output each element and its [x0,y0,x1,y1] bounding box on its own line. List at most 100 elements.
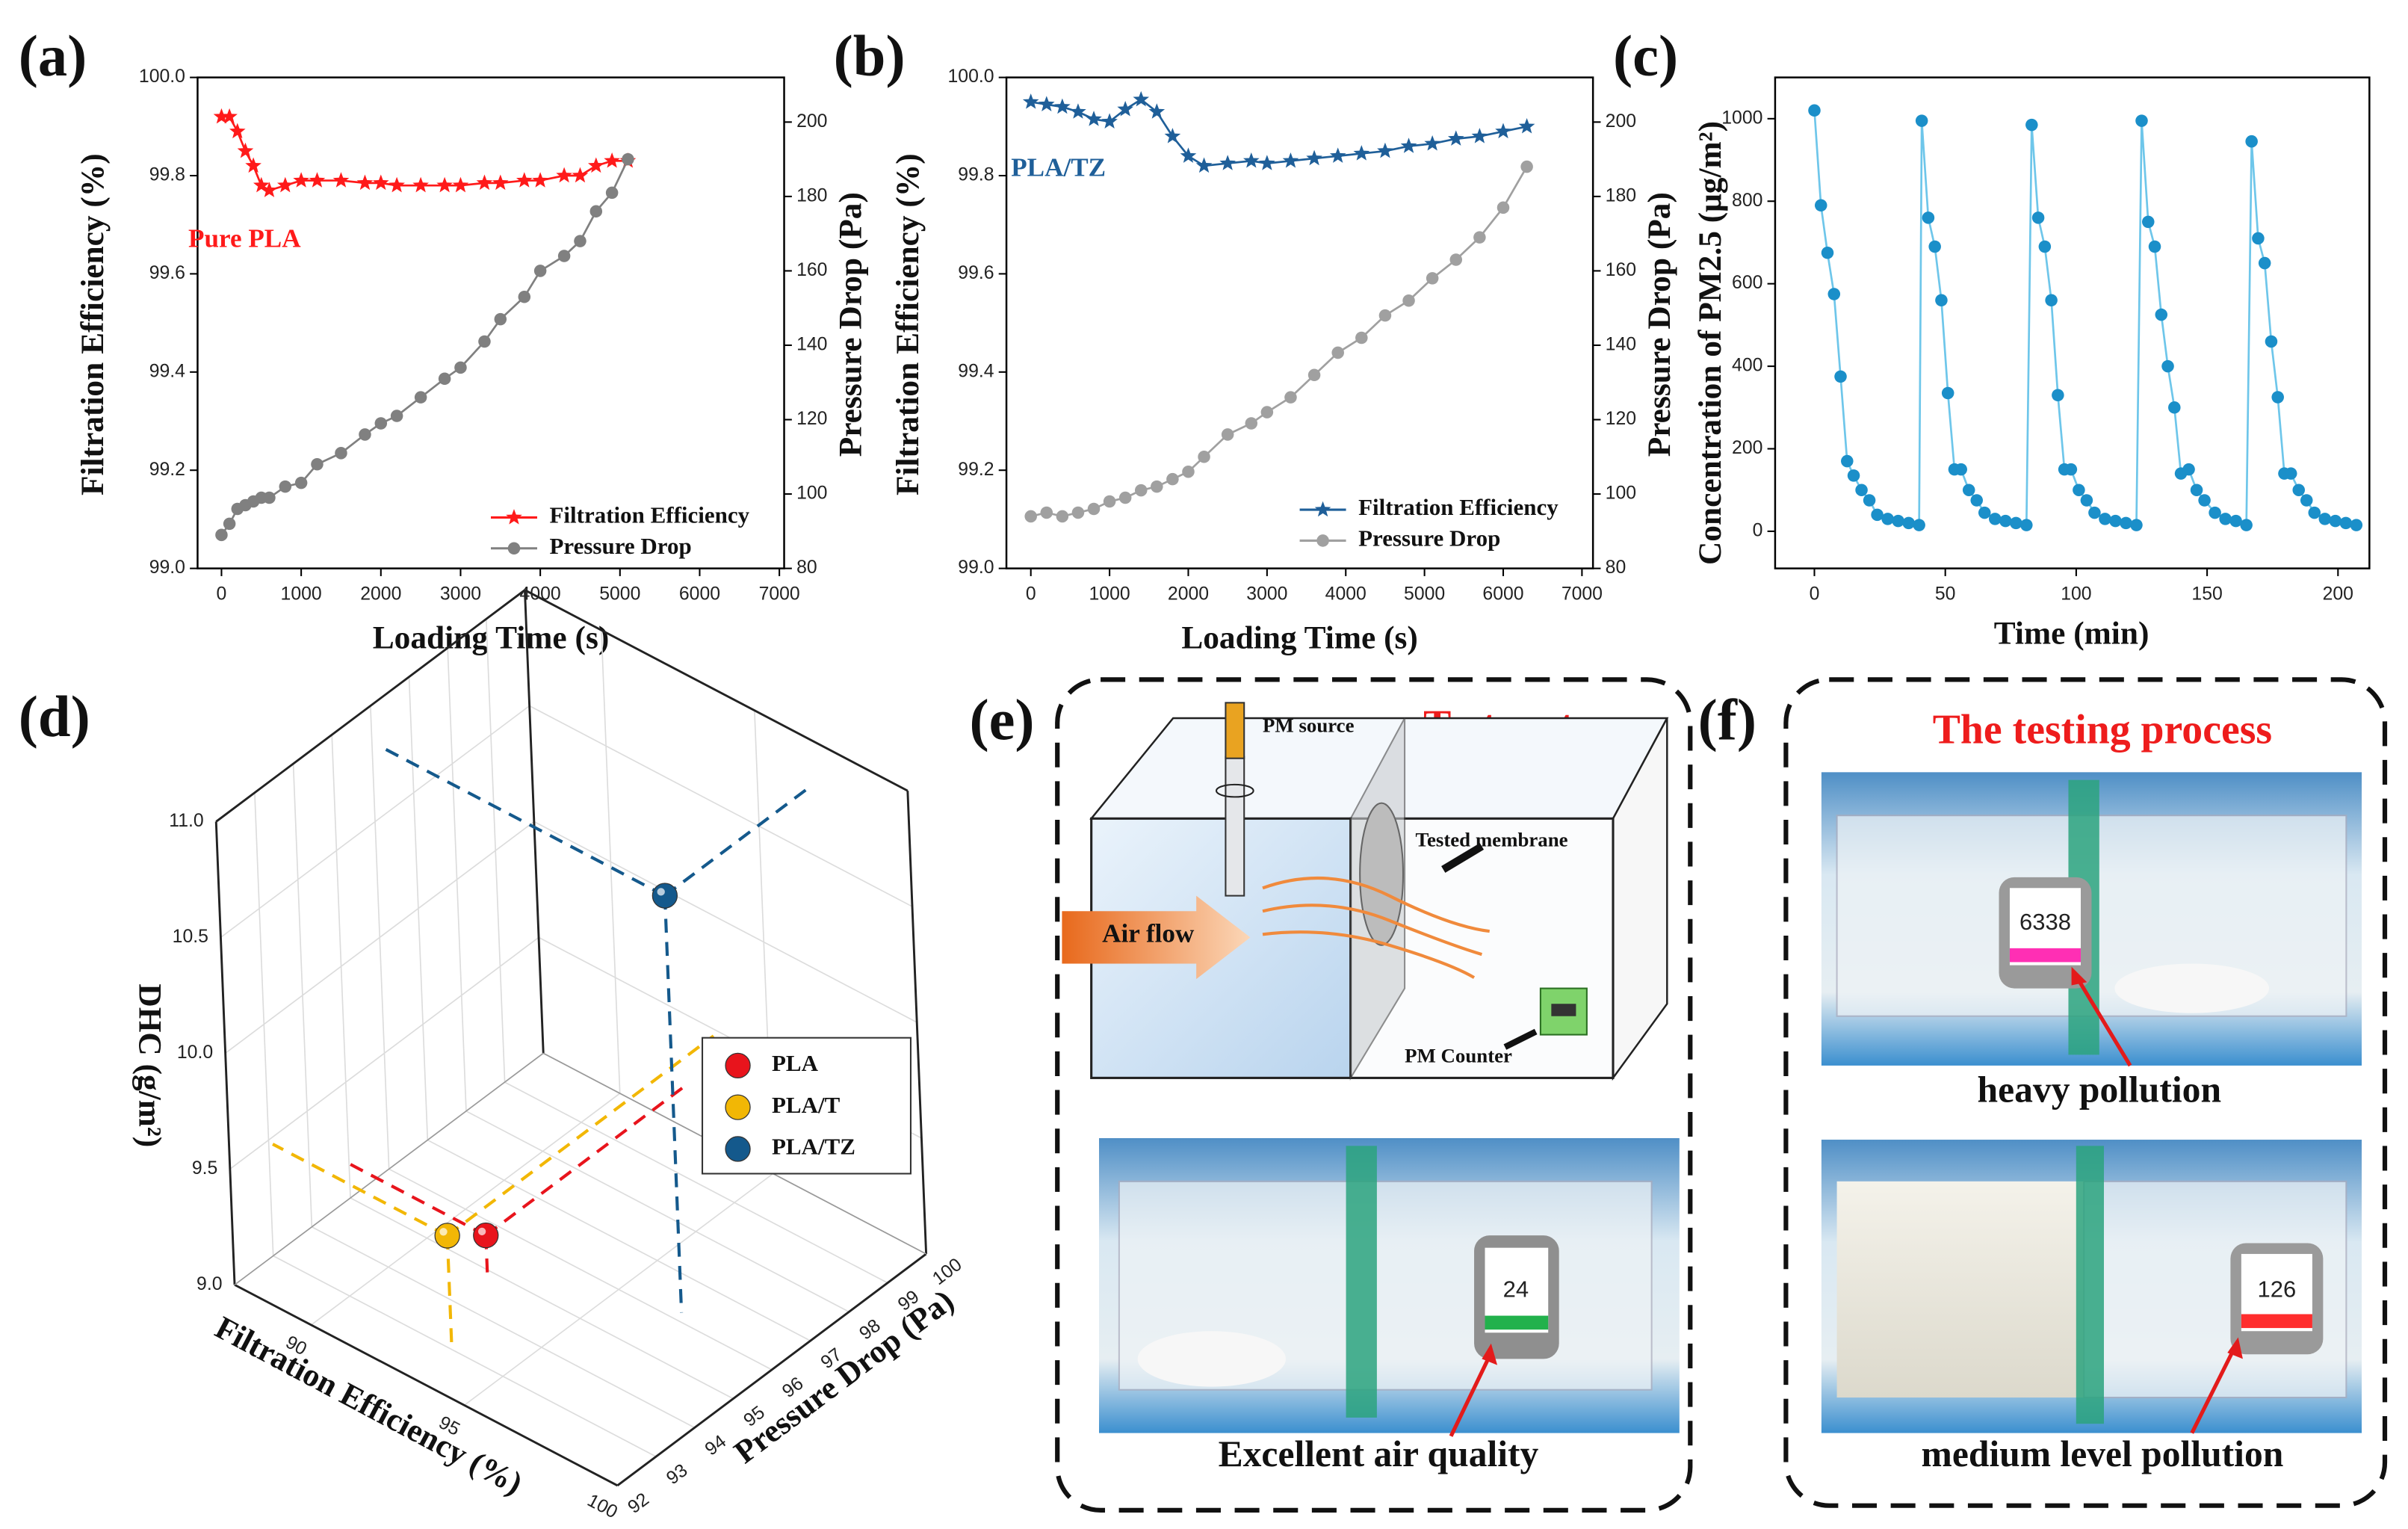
point [556,167,572,183]
point [372,174,389,191]
point [1180,147,1197,163]
y-tick-label: 93 [663,1460,691,1489]
y-tick-label: 100 [929,1255,965,1289]
point [1087,502,1101,516]
point [2010,516,2022,530]
x-tick-label: 0 [1026,584,1036,604]
point [309,172,326,188]
photo-status [2241,1314,2312,1329]
y-tick-label: 1000 [1721,108,1762,128]
box-edge [234,1283,619,1487]
photo-display: 126 [2258,1276,2297,1303]
y-tick-label: 100.0 [948,67,994,87]
x-tick-label: 3000 [1246,584,1287,604]
point [1424,135,1440,151]
panel-label: (d) [19,684,90,749]
z-axis-title: DHC (g/m²) [131,983,167,1147]
point [1989,513,2002,525]
point [1941,386,1954,400]
pm-source-label: PM source [1263,714,1355,737]
y2-tick-label: 100 [1606,484,1636,504]
x-tick-label: 7000 [1562,584,1603,604]
point [2025,118,2038,132]
point [2284,467,2297,480]
point [557,250,571,262]
point [533,265,547,277]
point [1151,480,1163,493]
panel-label: (a) [19,23,87,88]
x-tick-label: 150 [2191,584,2222,604]
point [1307,368,1321,382]
legend-marker [725,1094,751,1120]
plot-frame [1774,76,2371,569]
projection-line [445,1235,454,1345]
point [1103,495,1116,508]
panel-label: (e) [969,687,1034,752]
point [1056,510,1069,523]
x-tick-label: 6000 [1482,584,1523,604]
point [476,174,493,191]
point [516,172,533,188]
pm-counter-screen [1551,1004,1576,1016]
point [1892,514,1904,528]
point [1847,469,1860,482]
point [2245,135,2258,148]
series-line [220,158,629,536]
grid-line [311,1226,696,1429]
point [2240,519,2253,531]
point [1471,128,1488,143]
point [276,176,294,193]
point [2258,256,2271,270]
panel-label: (c) [1613,23,1678,88]
point [2219,513,2232,525]
point [438,372,451,386]
x-tick-label: 100 [2061,584,2091,604]
point [1378,309,1392,322]
point [356,174,374,191]
point [1134,484,1148,497]
photo-status [2009,948,2082,963]
point [414,391,427,404]
point [1922,211,1935,224]
tube-ring [1215,783,1254,798]
point [587,157,604,173]
point [1022,93,1039,109]
panel-frame [1055,677,1693,1513]
photo-display: 24 [1503,1276,1529,1303]
point [1449,253,1463,266]
grid-line [389,1168,773,1371]
point [332,172,350,188]
panel-label: (b) [834,23,906,88]
point [1518,117,1535,134]
point [2038,240,2052,253]
pointer [2074,974,2132,1067]
box-edge [524,589,909,792]
point [1221,428,1234,441]
projection-line [485,1086,684,1237]
point [2130,519,2143,531]
point [1821,246,1834,259]
point [1024,510,1037,523]
point [213,108,230,124]
pointer [2190,1345,2237,1434]
x-axis-title: Loading Time (s) [373,620,610,656]
point [1999,514,2012,528]
point [1282,152,1299,168]
y-tick-label: 99.6 [149,263,185,283]
point [454,361,467,374]
point [1306,149,1322,166]
point [436,176,453,193]
y-tick-label: 94 [702,1431,730,1460]
projection-line [344,1160,487,1237]
x-tick-label: 100 [584,1490,621,1522]
box-edge [215,589,526,823]
y-tick-label: 99.2 [149,460,185,480]
point [605,186,619,200]
y-tick-label: 0 [1753,520,1763,540]
projection-line [446,1034,715,1238]
point [494,312,507,326]
x-tick-label: 6000 [679,584,720,604]
photo-caption: heavy pollution [1978,1069,2221,1110]
point [1118,491,1132,504]
